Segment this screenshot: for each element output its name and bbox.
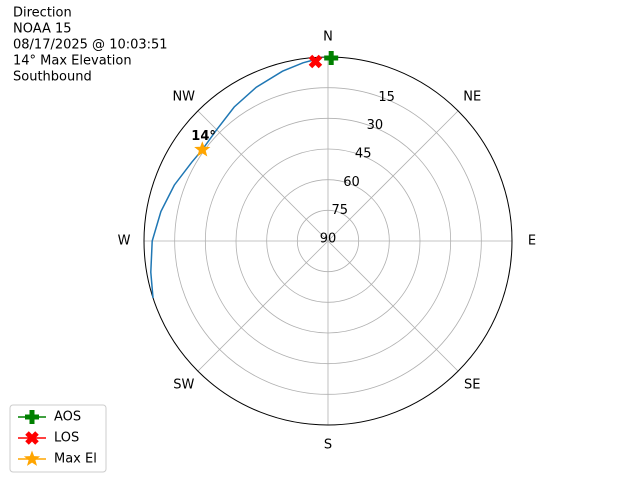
r-tick-label: 75 bbox=[331, 203, 348, 218]
legend-label: LOS bbox=[54, 431, 79, 446]
grid-ring bbox=[174, 87, 482, 395]
direction-label: W bbox=[118, 234, 131, 249]
grid-ring bbox=[266, 179, 390, 303]
direction-label: S bbox=[324, 438, 332, 453]
r-tick-label: 45 bbox=[355, 147, 372, 162]
r-tick-label: 30 bbox=[367, 118, 384, 133]
grid-ring bbox=[235, 148, 421, 334]
r-tick-label: 60 bbox=[343, 175, 360, 190]
legend-label: Max El bbox=[54, 452, 97, 467]
title-line: NOAA 15 bbox=[13, 22, 72, 37]
r-tick-label: 90 bbox=[320, 232, 337, 247]
marker-aos bbox=[324, 51, 339, 66]
direction-label: E bbox=[528, 234, 536, 249]
grid-ring bbox=[204, 117, 452, 365]
direction-label: NW bbox=[172, 89, 195, 104]
direction-label: N bbox=[323, 30, 333, 45]
title-line: Southbound bbox=[13, 70, 92, 85]
marker-star bbox=[194, 141, 211, 157]
title-line: Direction bbox=[13, 6, 72, 21]
title-line: 14° Max Elevation bbox=[13, 54, 132, 69]
direction-label: NE bbox=[463, 89, 481, 104]
legend-label: AOS bbox=[54, 410, 81, 425]
title-line: 08/17/2025 @ 10:03:51 bbox=[13, 38, 168, 53]
direction-label: SW bbox=[173, 378, 194, 393]
annotation: 14° bbox=[191, 129, 216, 144]
grid-ring bbox=[296, 209, 360, 273]
legend-marker bbox=[25, 410, 39, 424]
r-tick-label: 15 bbox=[378, 90, 395, 105]
marker-los bbox=[308, 54, 323, 69]
legend-marker bbox=[23, 450, 41, 466]
legend-marker bbox=[25, 431, 39, 445]
direction-label: SE bbox=[464, 378, 480, 393]
